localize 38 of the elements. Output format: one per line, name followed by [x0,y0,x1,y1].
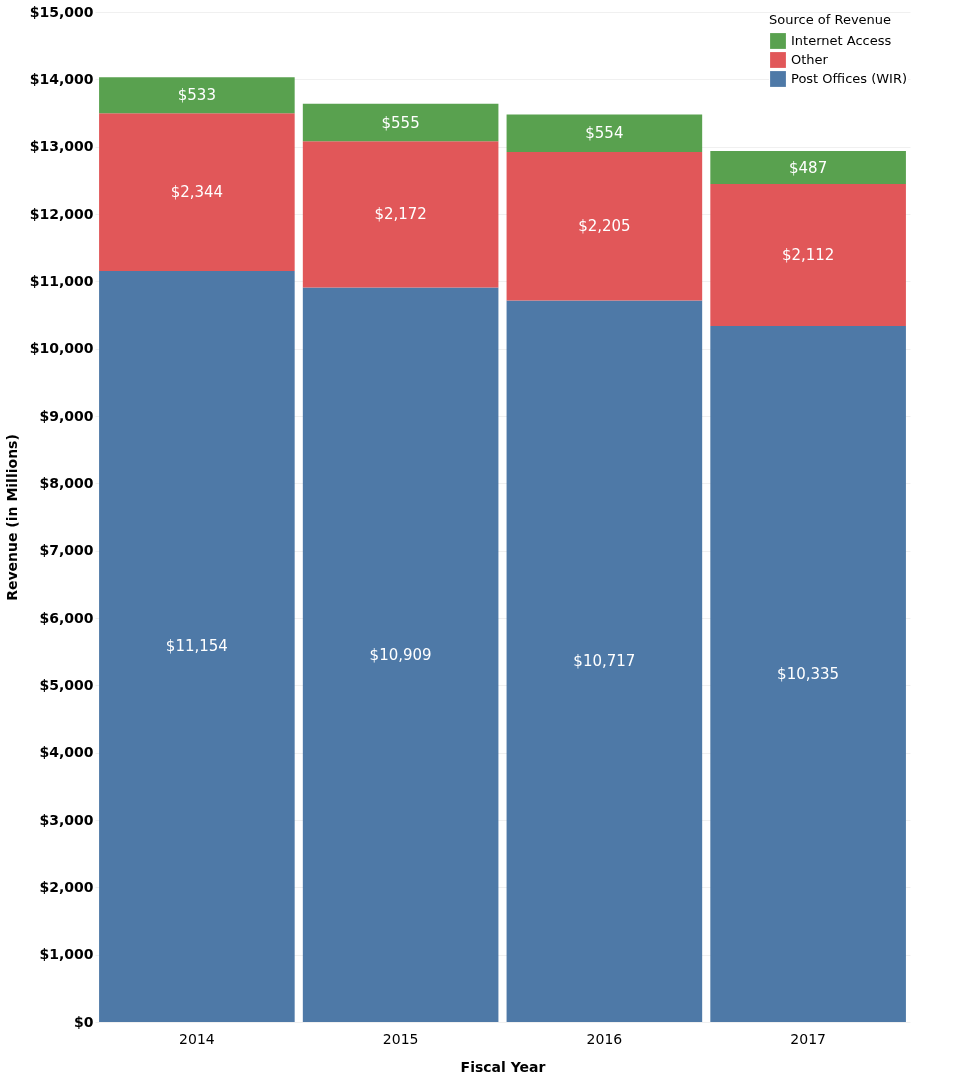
x-tick-label: 2016 [586,1030,623,1047]
x-axis-title: Fiscal Year [460,1058,546,1075]
y-tick-label: $0 [74,1013,94,1030]
y-tick-label: $12,000 [29,205,94,222]
y-tick-label: $1,000 [39,946,94,963]
data-label: $11,154 [165,637,228,656]
data-label: $10,909 [369,645,432,664]
y-tick-label: $11,000 [29,272,94,289]
y-tick-label: $3,000 [39,811,94,828]
y-tick-label: $6,000 [39,609,94,626]
data-label: $555 [381,113,420,132]
y-tick-label: $8,000 [39,474,94,491]
legend-label: Other [791,52,829,67]
legend-label: Internet Access [791,33,892,48]
legend-label: Post Offices (WIR) [791,71,908,86]
y-tick-label: $2,000 [39,878,94,895]
data-label: $2,112 [781,246,835,265]
data-label: $2,344 [170,183,224,202]
data-label: $2,172 [374,205,427,224]
y-tick-label: $5,000 [39,676,94,693]
y-tick-label: $10,000 [29,340,94,357]
y-tick-label: $4,000 [39,744,94,761]
data-label: $2,205 [578,217,631,236]
x-tick-label: 2014 [179,1030,215,1047]
data-label: $487 [789,158,828,177]
x-tick-label: 2015 [382,1030,419,1047]
y-tick-label: $15,000 [29,3,94,20]
y-tick-label: $9,000 [39,407,94,424]
data-label: $533 [177,86,216,105]
y-tick-label: $13,000 [29,138,94,155]
legend-title: Source of Revenue [769,12,892,27]
data-label: $10,335 [777,665,840,684]
y-tick-label: $7,000 [39,542,94,559]
y-axis-title: Revenue (in Millions) [3,434,20,601]
y-tick-label: $14,000 [29,70,94,87]
x-tick-label: 2017 [790,1030,826,1047]
data-label: $10,717 [573,652,636,671]
data-label: $554 [585,124,624,143]
